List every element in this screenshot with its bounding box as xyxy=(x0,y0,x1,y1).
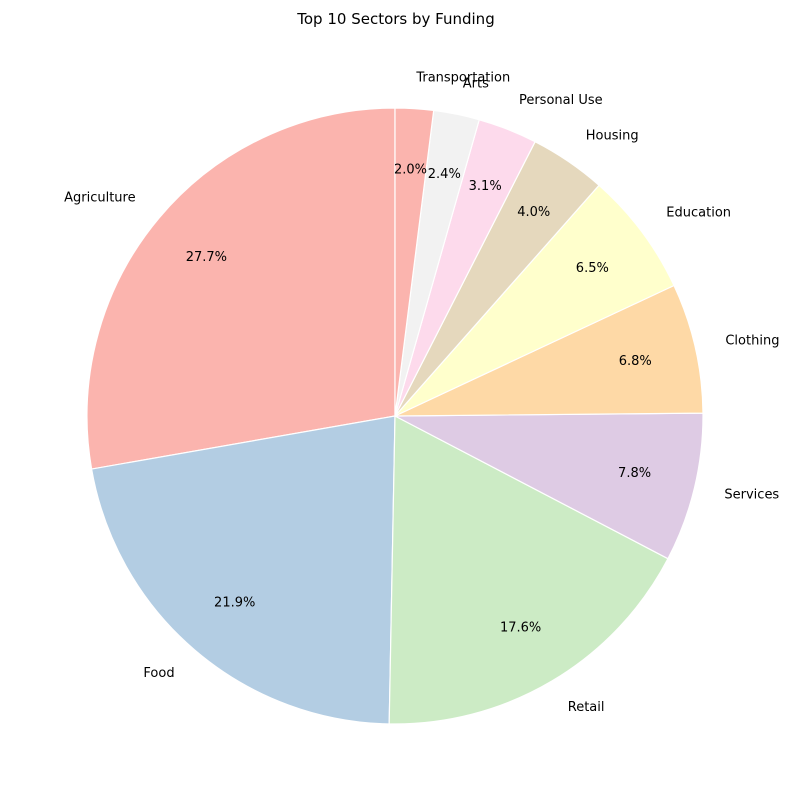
slice-agriculture xyxy=(86,107,396,470)
pct-label-services: 7.8% xyxy=(618,466,651,481)
pct-label-housing: 4.0% xyxy=(517,205,550,220)
slice-retail xyxy=(388,415,669,725)
pct-label-personal-use: 3.1% xyxy=(469,179,502,194)
label-personal-use: Personal Use xyxy=(519,93,603,108)
slice-food xyxy=(90,415,396,725)
pct-label-transportation: 2.0% xyxy=(394,163,427,178)
slice-education xyxy=(394,184,675,417)
slice-transportation xyxy=(394,107,435,417)
label-education: Education xyxy=(666,206,731,221)
pct-label-arts: 2.4% xyxy=(428,167,461,182)
pie-labels: Agriculture 27.7% Food 21.9% Retail 17.6% Serv… xyxy=(64,70,779,715)
label-clothing: Clothing xyxy=(725,333,779,348)
chart-title: Top 10 Sectors by Funding xyxy=(296,10,494,28)
label-agriculture: Agriculture xyxy=(64,191,136,206)
pct-label-food: 21.9% xyxy=(214,596,255,611)
slice-clothing xyxy=(394,284,704,417)
pct-label-clothing: 6.8% xyxy=(619,354,652,369)
pie-slices xyxy=(86,107,704,725)
slice-services xyxy=(394,412,704,560)
label-transportation: Transportation xyxy=(415,70,510,85)
pct-label-retail: 17.6% xyxy=(500,620,541,635)
label-services: Services xyxy=(724,488,779,503)
label-arts: Arts xyxy=(463,77,489,92)
label-food: Food xyxy=(143,666,174,681)
pct-label-agriculture: 27.7% xyxy=(186,250,227,265)
label-retail: Retail xyxy=(568,700,605,715)
label-housing: Housing xyxy=(586,129,639,144)
pct-label-education: 6.5% xyxy=(576,261,609,276)
